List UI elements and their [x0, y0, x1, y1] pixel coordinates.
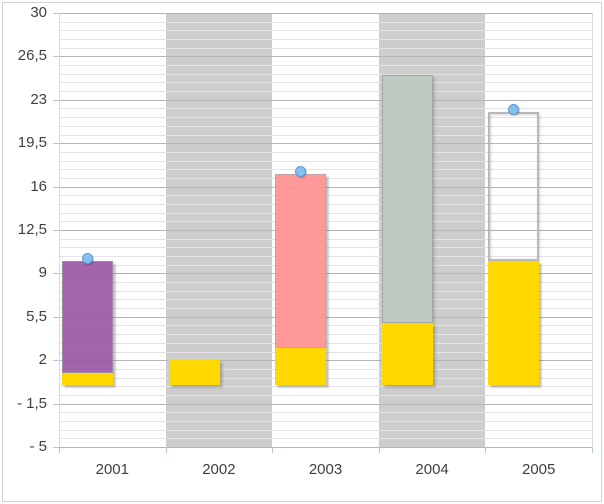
- x-axis-tick: [165, 447, 167, 453]
- minor-gridline: [59, 412, 592, 414]
- data-marker-2003[interactable]: [295, 166, 307, 178]
- x-axis-tick: [592, 447, 593, 453]
- bar-yellow-2005[interactable]: [488, 261, 540, 385]
- y-axis-tick: [53, 360, 59, 362]
- major-gridline: [59, 143, 592, 145]
- minor-gridline: [59, 65, 592, 67]
- x-axis-tick: [485, 447, 487, 453]
- y-axis-label: 30: [30, 4, 47, 21]
- minor-gridline: [59, 21, 592, 23]
- minor-gridline: [59, 420, 592, 422]
- x-axis-label-2001: 2001: [95, 461, 129, 478]
- y-axis-tick: [53, 13, 59, 14]
- y-axis-tick: [53, 273, 59, 275]
- bar-segment-2004[interactable]: [381, 75, 433, 323]
- major-gridline: [59, 447, 592, 448]
- minor-gridline: [59, 438, 592, 440]
- bar-yellow-2004[interactable]: [381, 323, 433, 385]
- minor-gridline: [59, 108, 592, 110]
- y-axis-tick: [53, 230, 59, 231]
- y-axis-tick: [53, 99, 59, 101]
- plot-left-border: [59, 13, 60, 447]
- minor-gridline: [59, 386, 592, 388]
- x-axis-label-2005: 2005: [522, 461, 556, 478]
- minor-gridline: [59, 134, 592, 136]
- y-axis-label: 9: [38, 264, 47, 282]
- bar-segment-2001[interactable]: [62, 261, 113, 373]
- y-axis-label: - 1,5: [16, 394, 47, 412]
- x-axis-tick: [59, 447, 60, 453]
- y-axis-label: 19,5: [17, 134, 47, 152]
- y-axis-tick: [53, 56, 59, 58]
- bar-yellow-2003[interactable]: [275, 347, 327, 385]
- bar-yellow-2001[interactable]: [62, 372, 113, 385]
- y-axis-tick: [53, 316, 59, 318]
- major-gridline: [59, 13, 592, 14]
- minor-gridline: [59, 30, 592, 32]
- x-axis-tick: [378, 447, 380, 453]
- minor-gridline: [59, 125, 592, 127]
- bar-yellow-2002[interactable]: [168, 360, 220, 385]
- y-axis-tick: [53, 186, 59, 188]
- y-axis-label: 12,5: [17, 221, 47, 238]
- minor-gridline: [59, 73, 592, 75]
- minor-gridline: [59, 429, 592, 431]
- minor-gridline: [59, 39, 592, 41]
- y-axis-label: - 5: [29, 438, 47, 455]
- plot-right-border: [592, 13, 593, 447]
- y-axis-tick: [53, 143, 59, 145]
- minor-gridline: [59, 82, 592, 84]
- minor-gridline: [59, 160, 592, 162]
- data-marker-2001[interactable]: [82, 253, 93, 264]
- x-axis-label-2002: 2002: [202, 461, 236, 478]
- minor-gridline: [59, 117, 592, 119]
- y-axis-label: 26,5: [17, 47, 47, 65]
- y-axis-label: 5,5: [26, 307, 47, 325]
- x-axis-label-2004: 2004: [415, 461, 449, 478]
- y-axis-label: 23: [30, 90, 47, 108]
- bar-segment-2005[interactable]: [488, 112, 540, 261]
- x-axis-label-2003: 2003: [308, 461, 343, 478]
- minor-gridline: [59, 151, 592, 153]
- bar-segment-2003[interactable]: [275, 174, 327, 348]
- minor-gridline: [59, 169, 592, 171]
- y-axis-label: 2: [38, 351, 47, 369]
- x-axis-tick: [272, 447, 274, 453]
- data-marker-2005[interactable]: [508, 104, 520, 116]
- major-gridline: [59, 56, 592, 58]
- y-axis-tick: [53, 403, 59, 405]
- minor-gridline: [59, 47, 592, 49]
- minor-gridline: [59, 394, 592, 396]
- major-gridline: [59, 403, 592, 405]
- y-axis-label: 16: [30, 177, 47, 195]
- y-axis-tick: [53, 447, 59, 448]
- minor-gridline: [59, 91, 592, 93]
- major-gridline: [59, 99, 592, 101]
